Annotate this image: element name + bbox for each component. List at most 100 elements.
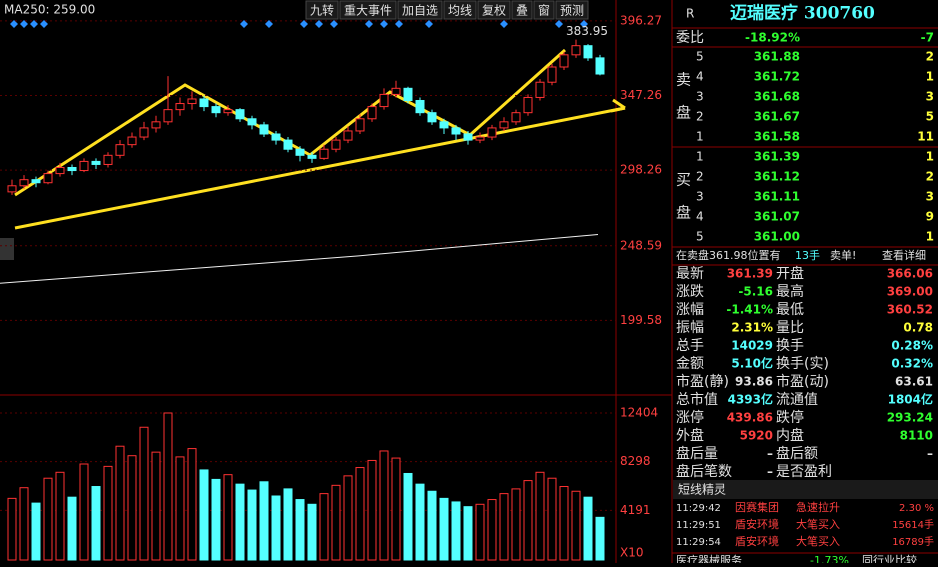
candle-body [259, 124, 269, 135]
toolbar-button[interactable] [443, 0, 477, 20]
volume: 3 [926, 90, 934, 104]
toolbar-label: 窗 [538, 4, 550, 18]
level: 5 [696, 50, 704, 64]
level: 3 [696, 190, 704, 204]
candle-body [463, 133, 473, 141]
weibi-value: -18.92% [745, 31, 800, 45]
volume-bar [19, 487, 29, 561]
elf-event: 大笔买入 [796, 517, 840, 531]
quote-label: 是否盈利 [776, 464, 832, 480]
volume-bar [559, 486, 569, 561]
weibi-label: 委比 [676, 30, 704, 46]
volume-bar [355, 467, 365, 561]
volume-bar [499, 493, 509, 561]
volume-bar [511, 488, 521, 561]
footer-text: 医疗器械服务 [676, 553, 742, 563]
elves-title: 短线精灵 [678, 483, 726, 497]
volume-bar [571, 490, 581, 561]
candle-body [487, 127, 497, 138]
volume-bar [367, 459, 377, 561]
quote-value: – [767, 465, 773, 479]
toolbar-button[interactable] [397, 0, 443, 20]
toolbar-button[interactable] [339, 0, 397, 20]
side-label: 盘 [676, 104, 691, 122]
quote-value: 360.52 [887, 303, 933, 317]
volume-bar [211, 478, 221, 561]
volume-bar [415, 483, 425, 561]
quote-label: 盘后笔数 [676, 463, 732, 480]
level: 1 [696, 130, 704, 144]
volume-bar [535, 471, 545, 561]
price: 361.58 [754, 130, 800, 144]
toolbar-button[interactable] [305, 0, 339, 20]
level: 2 [696, 170, 704, 184]
panel-mark: R [686, 7, 694, 21]
volume-bar [331, 484, 341, 561]
quote-value: -1.41% [726, 303, 773, 317]
candle-body [403, 87, 413, 102]
volume: 1 [926, 70, 934, 84]
quote-value: 0.32% [891, 357, 933, 371]
quote-label: 最高 [776, 283, 804, 300]
price: 361.72 [754, 70, 800, 84]
y-tick-label: 199.58 [620, 313, 662, 327]
panel-header [673, 0, 938, 28]
side-label: 卖 [676, 71, 691, 89]
volume-bar [439, 497, 449, 561]
quote-value: 293.24 [887, 411, 933, 425]
candle-body [175, 103, 185, 111]
quote-label: 涨幅 [676, 302, 704, 318]
elf-name: 盾安环境 [735, 517, 779, 531]
volume: 1 [926, 150, 934, 164]
volume-bar [31, 502, 41, 561]
candle-body [55, 167, 65, 175]
volume: 2 [926, 50, 934, 64]
elf-value: 16789手 [892, 535, 934, 548]
volume-bar [523, 480, 533, 561]
side-label: 买 [676, 171, 691, 189]
candle-body [151, 121, 161, 129]
candle-body [523, 96, 533, 114]
volume: 1 [926, 230, 934, 244]
quote-value: 439.86 [727, 411, 773, 425]
quote-label: 最低 [776, 302, 804, 318]
y-tick-label: 298.26 [620, 163, 662, 177]
candle-body [43, 173, 53, 184]
candle-body [595, 57, 605, 75]
quote-label: 盘后量 [676, 445, 718, 462]
candle-body [547, 66, 557, 83]
candle-body [379, 93, 389, 108]
candle-body [103, 154, 113, 165]
toolbar-button[interactable] [511, 0, 533, 20]
footer-text: 同行业比较 [862, 553, 917, 563]
elf-name: 因赛集团 [735, 500, 779, 514]
volume-bar [283, 488, 293, 561]
weibi-diff: -7 [921, 31, 934, 45]
candle-body [31, 179, 41, 184]
toolbar-button[interactable] [477, 0, 511, 20]
indicator-label: MA250: 259.00 [4, 3, 95, 17]
quote-value: – [767, 447, 773, 461]
candle-body [535, 81, 545, 98]
toolbar-label: 加自选 [402, 4, 438, 18]
volume-bar [475, 503, 485, 561]
candle-body [295, 148, 305, 156]
price: 361.00 [754, 230, 800, 244]
elf-time: 11:29:54 [676, 537, 721, 548]
y-tick-label: 8298 [620, 454, 651, 468]
quote-value: 8110 [900, 429, 933, 443]
toolbar-button[interactable] [555, 0, 589, 20]
quote-label: 换手(实) [776, 355, 829, 372]
quote-label: 流通值 [776, 392, 818, 408]
volume-unit: X10 [620, 546, 644, 560]
volume-bar [79, 463, 89, 561]
panel-title: 迈瑞医疗 300760 [730, 3, 875, 24]
volume: 2 [926, 170, 934, 184]
toolbar-button[interactable] [533, 0, 555, 20]
volume-bar [487, 499, 497, 561]
quote-label: 内盘 [776, 427, 804, 444]
y-tick-label: 347.26 [620, 88, 662, 102]
candle-body [19, 179, 29, 187]
